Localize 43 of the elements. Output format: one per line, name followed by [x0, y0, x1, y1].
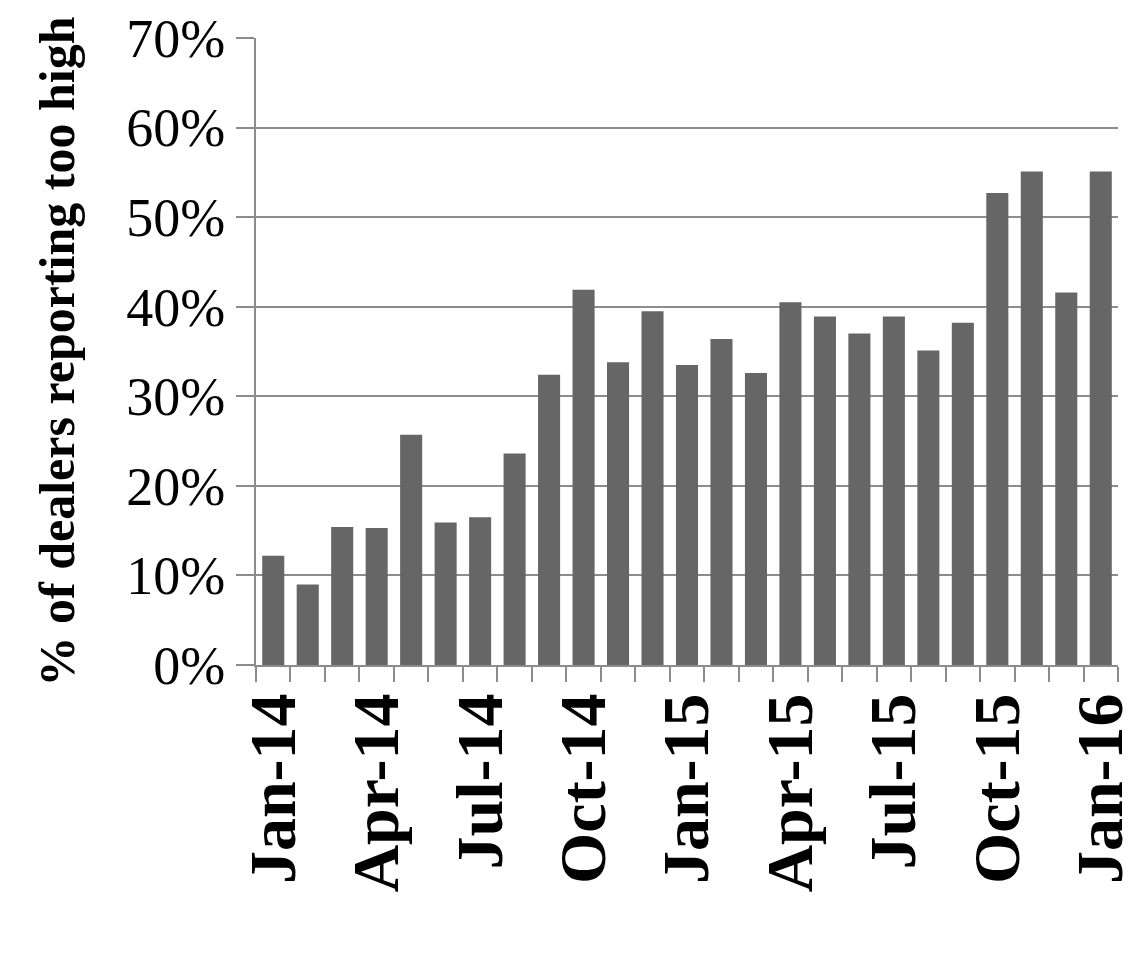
- y-tick-label: 0%: [153, 635, 226, 696]
- x-tick-label: Jan-15: [649, 693, 723, 885]
- bar: [262, 555, 285, 665]
- x-tick-label: Apr-14: [339, 693, 413, 893]
- bar: [503, 453, 526, 665]
- y-tick-label: 50%: [126, 188, 226, 249]
- y-tick-label: 20%: [126, 456, 226, 517]
- bar: [675, 364, 699, 665]
- bar: [641, 311, 664, 665]
- bar: [607, 362, 630, 665]
- y-tick-label: 40%: [126, 277, 226, 338]
- y-tick-label: 30%: [126, 367, 226, 428]
- x-tick-label: Jul-14: [442, 693, 516, 870]
- bar: [986, 192, 1009, 665]
- x-tick-label: Apr-15: [752, 693, 826, 893]
- bar: [331, 527, 354, 665]
- bar: [848, 333, 871, 665]
- bar: [1020, 171, 1043, 665]
- x-tick-label: Jan-16: [1063, 693, 1136, 885]
- y-tick-label: 60%: [126, 98, 226, 159]
- bar: [296, 584, 319, 665]
- bar: [469, 517, 492, 665]
- x-tick-label: Jul-15: [856, 693, 930, 870]
- x-tick-label: Jan-14: [235, 693, 309, 885]
- y-tick-label: 70%: [126, 8, 226, 69]
- bar: [951, 322, 974, 665]
- bar: [572, 289, 595, 665]
- bar: [813, 316, 836, 665]
- bar: [434, 522, 457, 665]
- x-tick-label: Oct-15: [959, 693, 1033, 884]
- bar: [882, 316, 905, 665]
- bar: [779, 302, 802, 665]
- bar: [744, 373, 767, 665]
- y-axis-title: % of dealers reporting too high: [28, 16, 85, 687]
- bar: [1089, 171, 1112, 665]
- bar: [917, 350, 940, 665]
- x-tick-label: Oct-14: [546, 693, 620, 884]
- bar: [1055, 292, 1078, 665]
- y-tick-label: 10%: [126, 546, 226, 607]
- bar: [365, 527, 388, 665]
- bar: [538, 374, 561, 665]
- bar: [710, 338, 733, 665]
- bar: [400, 434, 423, 665]
